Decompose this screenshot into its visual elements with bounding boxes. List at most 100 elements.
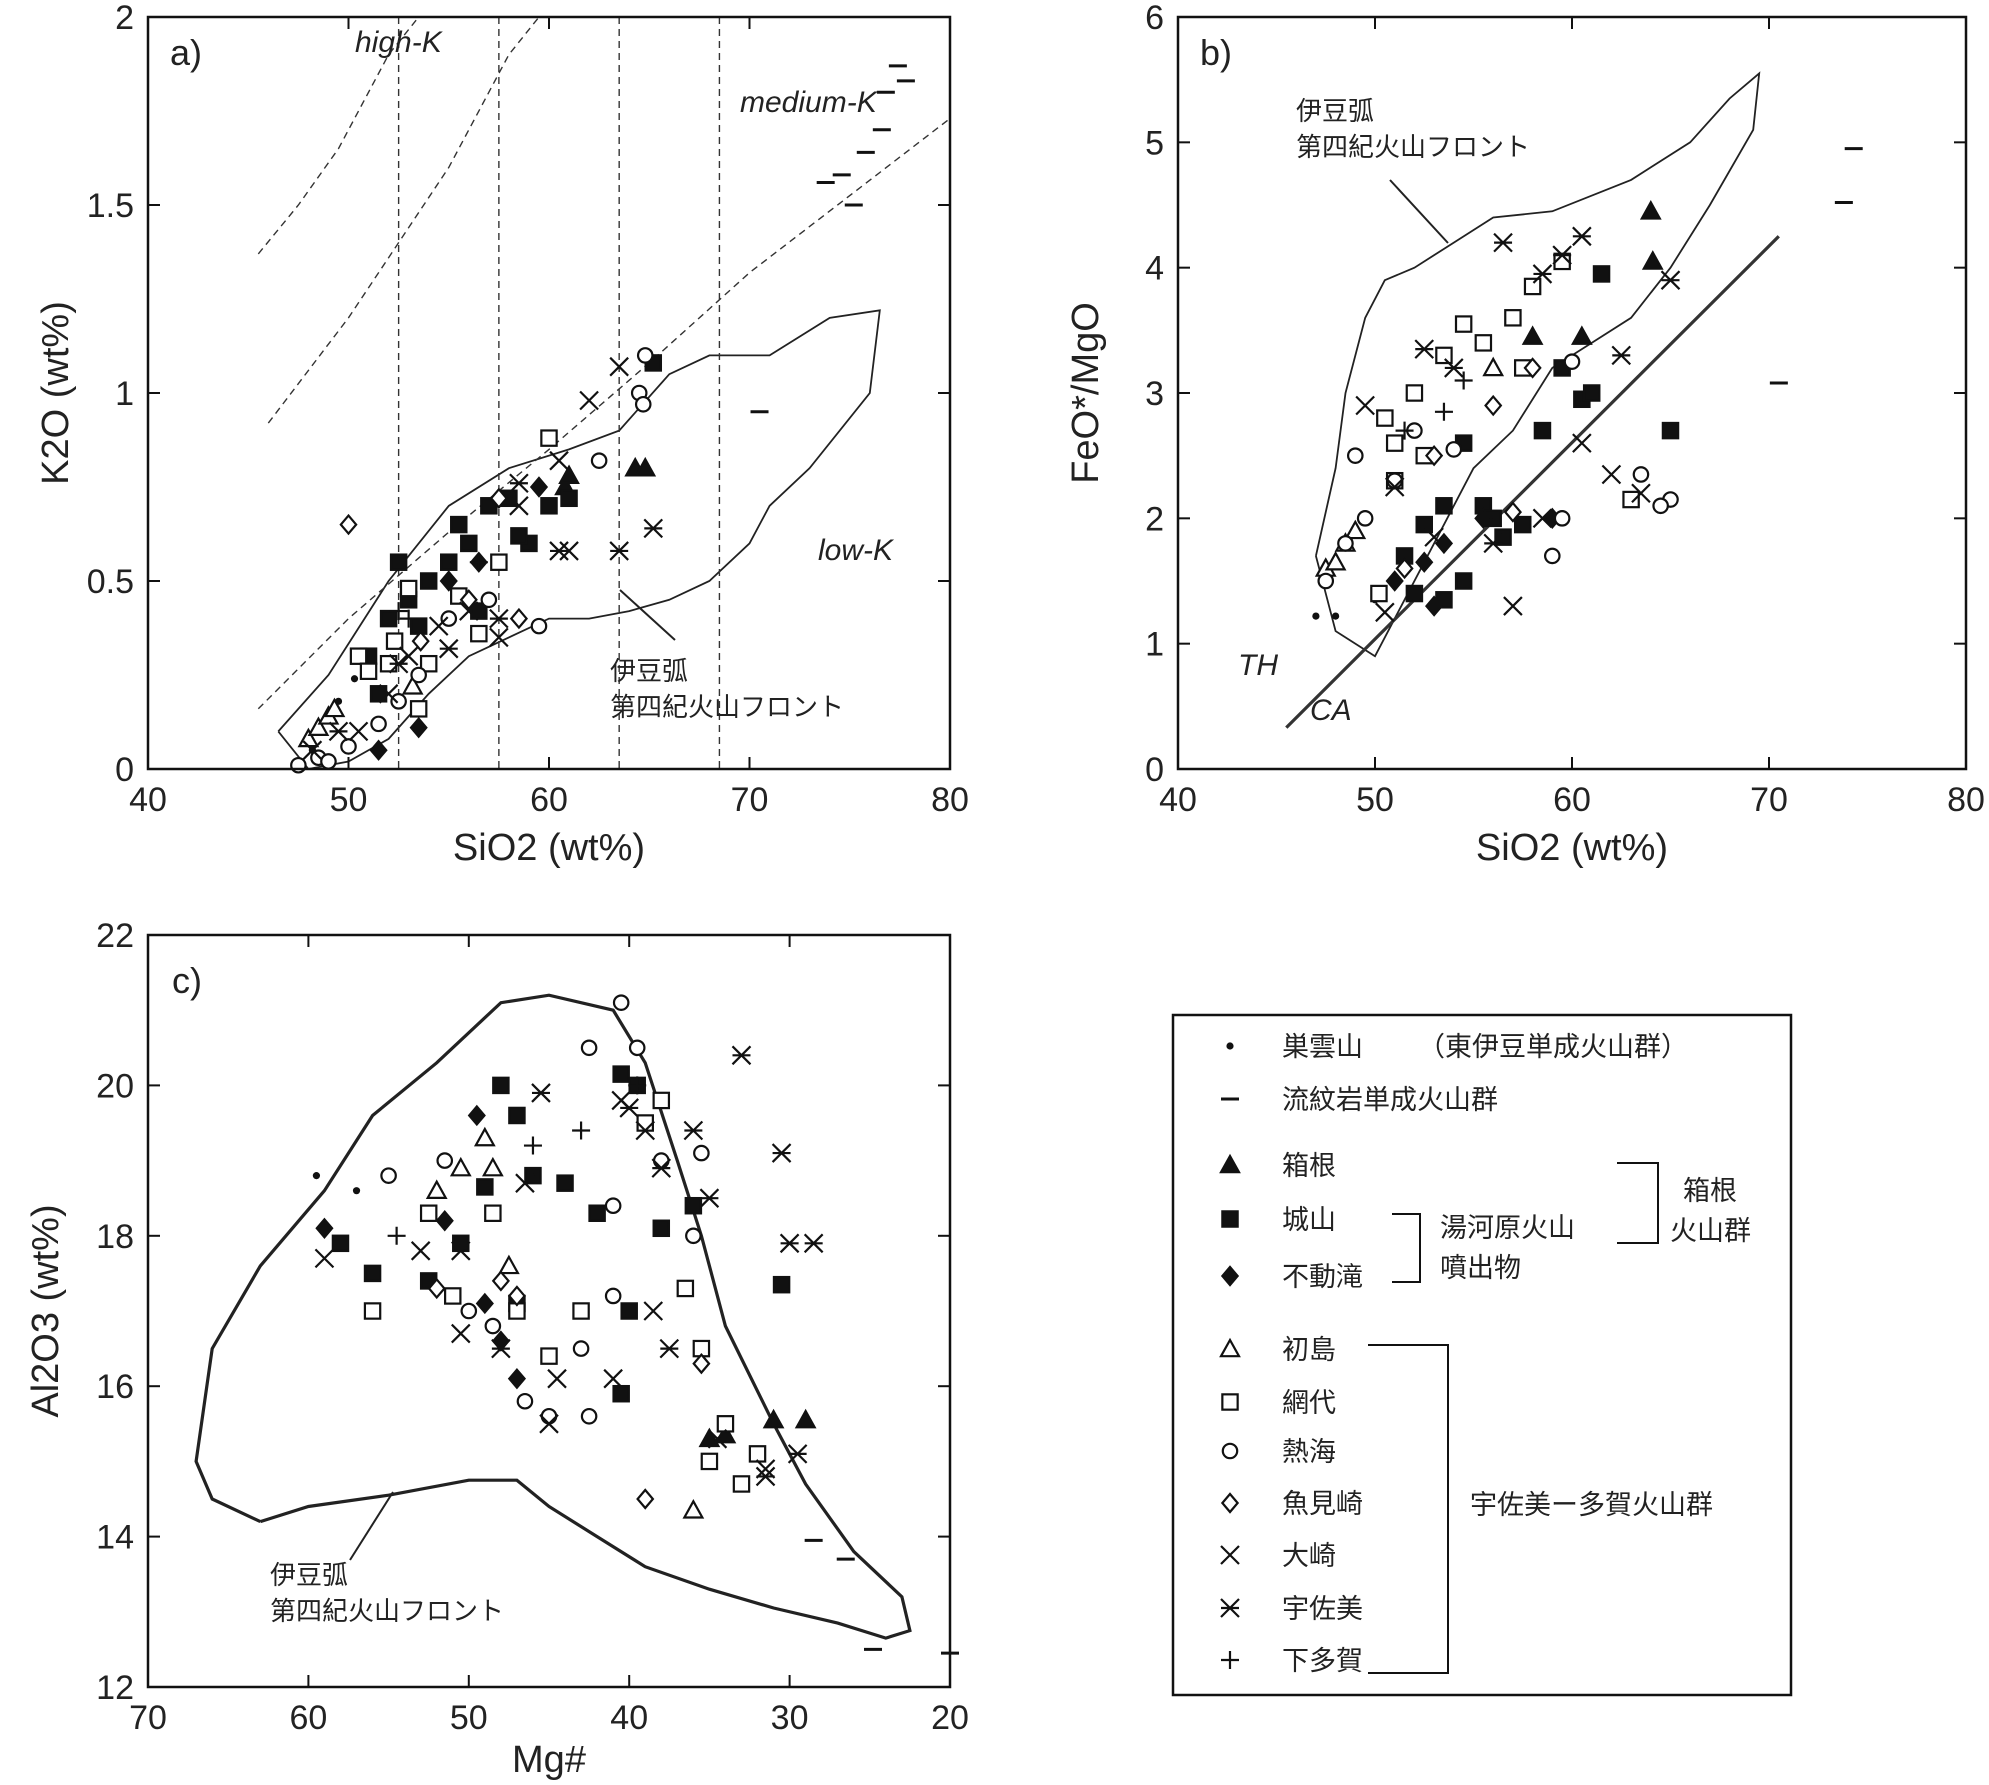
data-point-diamond-filled: [435, 1210, 454, 1232]
legend-label: 宇佐美: [1282, 1594, 1363, 1625]
panel-a-k2o-vs-sio2: 40 50 60 70 80 0 0.5 1 1.5 2 a) high-K medium-K l…: [35, 0, 969, 869]
y-tick-label: 1.5: [87, 187, 134, 225]
data-point-x: [579, 390, 599, 411]
panel-c-front-leader: [349, 1491, 394, 1561]
data-point-x: [1355, 395, 1375, 416]
data-point-circle-open: [1652, 497, 1669, 515]
data-point-square-filled: [452, 1234, 470, 1253]
data-point-square-filled: [409, 617, 428, 635]
data-point-square-filled: [620, 1302, 638, 1320]
x-tick-label: 60: [1553, 781, 1591, 819]
x-tick-label: 70: [1750, 781, 1788, 819]
data-point-square-filled: [389, 553, 408, 571]
data-point-asterisk: [1444, 358, 1464, 378]
data-point-diamond-open: [489, 487, 508, 509]
data-point-square-filled: [612, 1065, 630, 1083]
panel-a-points: [290, 64, 915, 774]
data-point-x: [1375, 602, 1395, 623]
data-point-square-open: [540, 429, 558, 447]
x-tick-label: 70: [129, 1699, 167, 1737]
data-point-asterisk: [787, 1444, 808, 1464]
data-point-x: [1384, 477, 1405, 497]
data-point-square-open: [1405, 384, 1424, 402]
data-point-circle-open: [290, 756, 307, 774]
data-point-asterisk: [1611, 345, 1632, 366]
data-point-dot: [1332, 612, 1340, 620]
data-point-circle-open: [440, 610, 458, 627]
data-point-asterisk: [1660, 270, 1681, 290]
data-point-circle-open: [1563, 353, 1581, 370]
x-tick-label: 50: [330, 781, 368, 819]
data-point-square-open: [385, 632, 404, 650]
data-point-square-filled: [684, 1196, 703, 1215]
data-point-triangle-open: [449, 1156, 472, 1177]
data-point-square-filled: [363, 1264, 382, 1283]
panel-c-ticks: 70 60 50 40 30 20 12 14 16 18 20 22: [96, 917, 969, 1737]
data-point-circle-open: [370, 715, 387, 733]
data-point-asterisk: [1493, 232, 1513, 253]
data-point-x: [1424, 527, 1444, 547]
data-point-triangle-open: [1324, 550, 1347, 571]
data-point-square-open: [470, 624, 488, 643]
panel-b-feo-mgo-vs-sio2: 40 50 60 70 80 0 1 2 3 4 5 6 b) 伊豆弧 第四紀火山フロント TH CA…: [1065, 0, 1985, 869]
panel-c-al2o3-vs-mg: 70 60 50 40 30 20 12 14 16 18 20 22 c) 伊豆弧 第四紀火山フロン…: [25, 917, 969, 1781]
data-point-triangle-filled: [762, 1408, 785, 1429]
data-point-circle-open: [530, 617, 548, 635]
data-point-circle-open: [580, 1407, 598, 1425]
data-point-asterisk: [1414, 339, 1435, 359]
data-point-circle-open: [628, 1039, 646, 1057]
data-point-square-open: [1622, 490, 1640, 509]
data-point-square-filled: [470, 602, 488, 620]
data-point-circle-open: [1553, 510, 1571, 527]
y-tick-label: 14: [96, 1519, 134, 1557]
data-point-square-open: [1370, 584, 1388, 603]
data-point-square-filled: [612, 1384, 630, 1403]
data-point-diamond-open: [509, 607, 529, 630]
data-point-x: [515, 1173, 535, 1193]
data-point-square-open: [490, 553, 508, 571]
x-tick-label: 80: [1947, 781, 1985, 819]
data-point-triangle-filled: [558, 464, 580, 485]
data-point-x: [707, 1429, 728, 1449]
panel-b-boundary-line-1: [1285, 235, 1780, 729]
data-point-circle-open: [516, 1392, 534, 1410]
low-k-label: low-K: [818, 534, 895, 567]
data-point-triangle-open: [682, 1499, 705, 1519]
bracket-yugawara: [1392, 1213, 1421, 1283]
data-point-plus: [628, 1076, 647, 1095]
data-point-x: [1631, 483, 1651, 504]
panel-b-front-leader: [1389, 179, 1449, 244]
data-point-diamond-open: [1523, 357, 1542, 379]
data-point-square-filled: [379, 609, 398, 628]
panel-a-ticks: 40 50 60 70 80 0 0.5 1 1.5 2: [87, 0, 969, 819]
panel-a-front-label-1: 伊豆弧: [610, 657, 688, 687]
data-point-square-filled: [1454, 572, 1473, 590]
data-point-plus: [399, 609, 418, 628]
data-point-diamond-open: [1395, 557, 1414, 580]
data-point-x: [539, 1414, 559, 1434]
y-tick-label: 0.5: [87, 563, 134, 601]
data-point-x: [547, 1368, 567, 1389]
data-point-square-open: [652, 1091, 671, 1110]
data-point-square-filled: [652, 1219, 671, 1238]
y-tick-label: 1: [1145, 626, 1164, 664]
data-point-plus: [1395, 421, 1414, 440]
x-tick-label: 40: [1159, 781, 1197, 819]
x-tick-label: 20: [931, 1699, 969, 1737]
data-point-plus: [1434, 402, 1453, 421]
group-hakone-label-1: 箱根: [1683, 1176, 1737, 1207]
y-tick-label: 1: [115, 375, 134, 413]
panel-b-frame: [1176, 15, 1968, 771]
legend-label: 初島: [1282, 1335, 1336, 1366]
data-point-x: [755, 1459, 776, 1479]
data-point-x: [1601, 464, 1622, 485]
legend-marker-diamond-filled: [1220, 1265, 1240, 1287]
data-point-diamond-open: [427, 1277, 446, 1300]
data-point-square-filled: [369, 685, 388, 703]
data-point-square-open: [359, 662, 378, 680]
data-point-diamond-open: [491, 1270, 510, 1292]
data-point-square-filled: [508, 1106, 526, 1125]
data-point-square-open: [636, 1114, 654, 1132]
legend-label: 不動滝: [1282, 1262, 1363, 1293]
data-point-x: [609, 356, 629, 377]
